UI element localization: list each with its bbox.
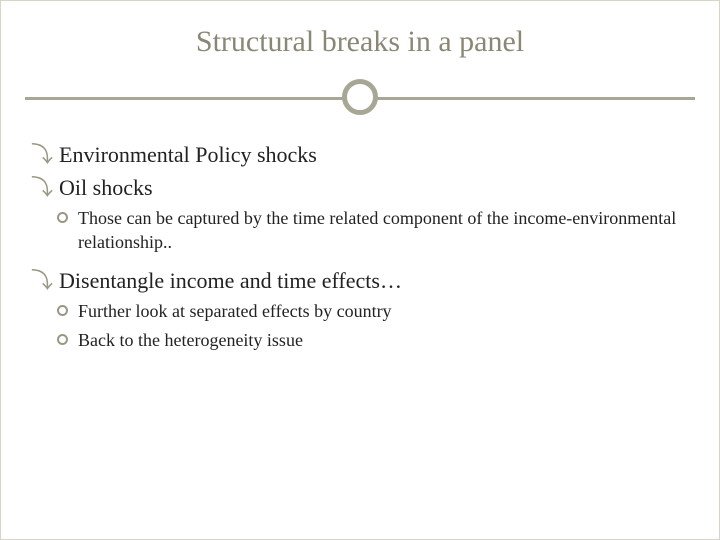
list-item-text: Environmental Policy shocks xyxy=(59,141,317,170)
slide-body: ⤵ Environmental Policy shocks ⤵ Oil shoc… xyxy=(25,141,695,352)
list-item: Those can be captured by the time relate… xyxy=(57,206,689,255)
bullet-l1-icon: ⤵ xyxy=(31,141,53,170)
slide-title: Structural breaks in a panel xyxy=(25,25,695,59)
bullet-l1-icon: ⤵ xyxy=(31,267,53,296)
list-item-text: Further look at separated effects by cou… xyxy=(78,299,392,323)
bullet-l1-icon: ⤵ xyxy=(31,174,53,203)
list-item: ⤵ Environmental Policy shocks xyxy=(31,141,689,170)
bullet-l2-icon xyxy=(57,212,68,223)
bullet-l2-icon xyxy=(57,334,68,345)
list-item-text: Oil shocks xyxy=(59,174,153,203)
bullet-l2-icon xyxy=(57,305,68,316)
list-item: Further look at separated effects by cou… xyxy=(57,299,689,323)
divider-circle-icon xyxy=(342,79,378,115)
list-item: ⤵ Oil shocks xyxy=(31,174,689,203)
title-divider xyxy=(25,77,695,117)
list-item-text: Back to the heterogeneity issue xyxy=(78,328,303,352)
list-item: ⤵ Disentangle income and time effects… xyxy=(31,267,689,296)
spacer xyxy=(31,259,689,267)
list-item-text: Disentangle income and time effects… xyxy=(59,267,402,296)
slide-container: Structural breaks in a panel ⤵ Environme… xyxy=(0,0,720,540)
list-item: Back to the heterogeneity issue xyxy=(57,328,689,352)
list-item-text: Those can be captured by the time relate… xyxy=(78,206,689,255)
